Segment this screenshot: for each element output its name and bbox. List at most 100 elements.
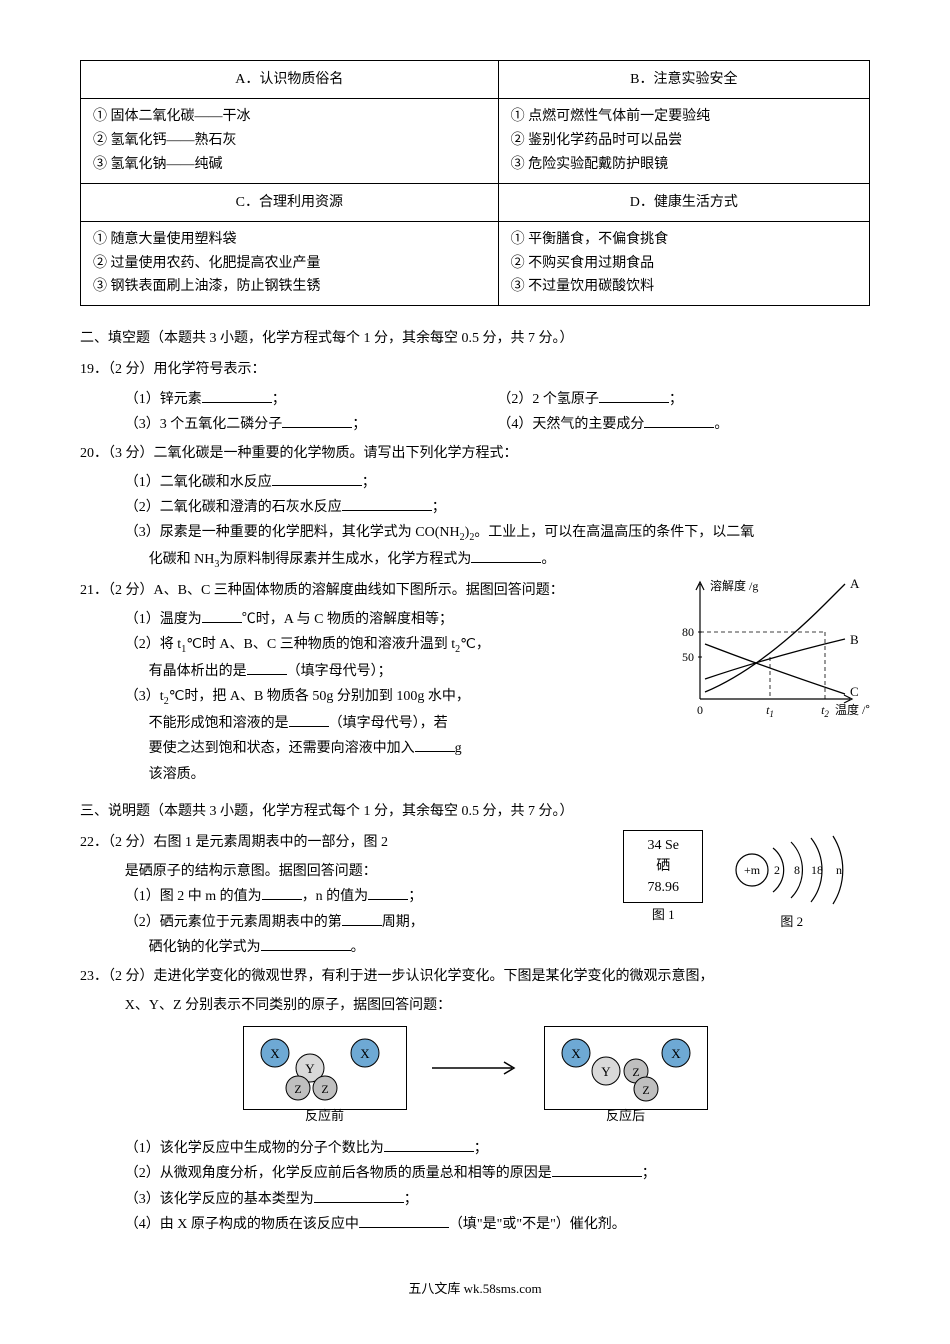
blank <box>247 661 287 675</box>
a-item-2: ② 氢氧化钙——熟石灰 <box>93 129 486 153</box>
svg-text:C: C <box>850 684 859 699</box>
blank <box>368 886 408 900</box>
svg-text:X: X <box>671 1046 681 1061</box>
svg-text:80: 80 <box>682 625 694 639</box>
blank <box>202 389 272 403</box>
blank <box>471 549 541 563</box>
q21-p3f: 该溶质。 <box>80 762 870 787</box>
section2-title: 二、填空题（本题共 3 小题，化学方程式每个 1 分，其余每空 0.5 分，共 … <box>80 326 870 351</box>
q19-row2: （3）3 个五氧化二磷分子； （4）天然气的主要成分。 <box>80 412 870 437</box>
cell-c-title: C．合理利用资源 <box>81 183 499 221</box>
svg-text:t1: t1 <box>766 703 774 719</box>
svg-text:溶解度 /g: 溶解度 /g <box>710 578 758 593</box>
fig1-label: 图 1 <box>623 903 703 926</box>
svg-text:Y: Y <box>601 1064 611 1079</box>
svg-text:A: A <box>850 576 860 591</box>
blank <box>599 389 669 403</box>
blank <box>202 609 242 623</box>
q19-p1: （1）锌元素； <box>125 387 498 412</box>
blank <box>289 713 329 727</box>
q20-stem: 20．（3 分）二氧化碳是一种重要的化学物质。请写出下列化学方程式： <box>80 441 870 466</box>
svg-text:X: X <box>360 1046 370 1061</box>
reaction-before: X X Y Z Z 反应前 <box>243 1026 407 1110</box>
svg-text:50: 50 <box>682 650 694 664</box>
q23-p3: （3）该化学反应的基本类型为； <box>80 1187 870 1212</box>
q23-p4: （4）由 X 原子构成的物质在该反应中（填"是"或"不是"）催化剂。 <box>80 1212 870 1237</box>
q19-p2: （2）2 个氢原子； <box>497 387 870 412</box>
svg-text:n: n <box>836 863 842 877</box>
blank <box>552 1163 642 1177</box>
element-mass: 78.96 <box>628 877 698 898</box>
svg-text:Y: Y <box>305 1061 315 1076</box>
a-item-1: ① 固体二氧化碳——干冰 <box>93 105 486 129</box>
q23-stem2: X、Y、Z 分别表示不同类别的原子，据图回答问题： <box>80 993 870 1018</box>
svg-text:Z: Z <box>632 1065 639 1079</box>
q21-p3d: 要使之达到饱和状态，还需要向溶液中加入g <box>80 736 870 761</box>
blank <box>644 414 714 428</box>
d-item-3: ③ 不过量饮用碳酸饮料 <box>511 275 857 299</box>
q20-p3: （3）尿素是一种重要的化学肥料，其化学式为 CO(NH2)2。工业上，可以在高温… <box>80 520 870 547</box>
blank <box>272 472 362 486</box>
q22-p2c: 硒化钠的化学式为。 <box>80 935 870 960</box>
svg-text:t2: t2 <box>821 703 829 719</box>
q22-figures: 34 Se 硒 78.96 图 1 +m 2 8 18 n 图 2 <box>610 830 870 933</box>
svg-text:温度 /℃: 温度 /℃ <box>835 702 870 717</box>
element-num: 34 Se <box>628 835 698 856</box>
blank <box>384 1138 474 1152</box>
q19-stem: 19．（2 分）用化学符号表示： <box>80 357 870 382</box>
q19-p4: （4）天然气的主要成分。 <box>497 412 870 437</box>
blank <box>359 1214 449 1228</box>
cell-d-content: ① 平衡膳食，不偏食挑食 ② 不购买食用过期食品 ③ 不过量饮用碳酸饮料 <box>498 221 869 305</box>
blank <box>262 886 302 900</box>
blank <box>261 937 351 951</box>
q20-p2: （2）二氧化碳和澄清的石灰水反应； <box>80 495 870 520</box>
q19-row1: （1）锌元素； （2）2 个氢原子； <box>80 387 870 412</box>
element-box: 34 Se 硒 78.96 <box>623 830 703 903</box>
q23-stem: 23．（2 分）走进化学变化的微观世界，有利于进一步认识化学变化。下图是某化学变… <box>80 964 870 989</box>
reaction-arrow-icon <box>430 1058 520 1078</box>
atom-diagram: +m 2 8 18 n 图 2 <box>727 830 857 933</box>
svg-text:Z: Z <box>321 1082 328 1096</box>
cell-d-title: D．健康生活方式 <box>498 183 869 221</box>
blank <box>342 497 432 511</box>
a-item-3: ③ 氢氧化钠——纯碱 <box>93 153 486 177</box>
cell-a-content: ① 固体二氧化碳——干冰 ② 氢氧化钙——熟石灰 ③ 氢氧化钠——纯碱 <box>81 99 499 183</box>
reaction-after: X X Y Z Z 反应后 <box>544 1026 708 1110</box>
solubility-chart: 80 50 0 t1 t2 A B C 溶解度 /g 温度 /℃ <box>670 574 870 724</box>
c-item-1: ① 随意大量使用塑料袋 <box>93 228 486 252</box>
b-item-2: ② 鉴别化学药品时可以品尝 <box>511 129 857 153</box>
blank <box>415 738 455 752</box>
after-label: 反应后 <box>606 1104 645 1127</box>
blank <box>342 912 382 926</box>
blank <box>282 414 352 428</box>
svg-text:0: 0 <box>697 703 703 717</box>
reaction-diagram: X X Y Z Z 反应前 X X Y Z Z <box>80 1026 870 1110</box>
before-label: 反应前 <box>305 1104 344 1127</box>
svg-text:Z: Z <box>294 1082 301 1096</box>
q23-p1: （1）该化学反应中生成物的分子个数比为； <box>80 1136 870 1161</box>
b-item-1: ① 点燃可燃性气体前一定要验纯 <box>511 105 857 129</box>
blank <box>314 1189 404 1203</box>
element-name: 硒 <box>628 856 698 877</box>
svg-text:X: X <box>270 1046 280 1061</box>
q19-p3: （3）3 个五氧化二磷分子； <box>125 412 498 437</box>
svg-text:Z: Z <box>642 1083 649 1097</box>
fig2-label: 图 2 <box>727 910 857 933</box>
c-item-2: ② 过量使用农药、化肥提高农业产量 <box>93 252 486 276</box>
footer: 五八文库 wk.58sms.com <box>80 1277 870 1300</box>
q20-p1: （1）二氧化碳和水反应； <box>80 470 870 495</box>
b-item-3: ③ 危险实验配戴防护眼镜 <box>511 153 857 177</box>
svg-text:2: 2 <box>774 863 780 877</box>
svg-text:8: 8 <box>794 863 800 877</box>
svg-text:18: 18 <box>811 863 823 877</box>
svg-text:X: X <box>571 1046 581 1061</box>
svg-text:+m: +m <box>744 863 761 877</box>
cell-b-content: ① 点燃可燃性气体前一定要验纯 ② 鉴别化学药品时可以品尝 ③ 危险实验配戴防护… <box>498 99 869 183</box>
c-item-3: ③ 钢铁表面刷上油漆，防止钢铁生锈 <box>93 275 486 299</box>
d-item-2: ② 不购买食用过期食品 <box>511 252 857 276</box>
svg-text:B: B <box>850 632 859 647</box>
section3-title: 三、说明题（本题共 3 小题，化学方程式每个 1 分，其余每空 0.5 分，共 … <box>80 799 870 824</box>
cell-b-title: B．注意实验安全 <box>498 61 869 99</box>
q23-p2: （2）从微观角度分析，化学反应前后各物质的质量总和相等的原因是； <box>80 1161 870 1186</box>
q20-p3b: 化碳和 NH3为原料制得尿素并生成水，化学方程式为。 <box>80 547 870 574</box>
